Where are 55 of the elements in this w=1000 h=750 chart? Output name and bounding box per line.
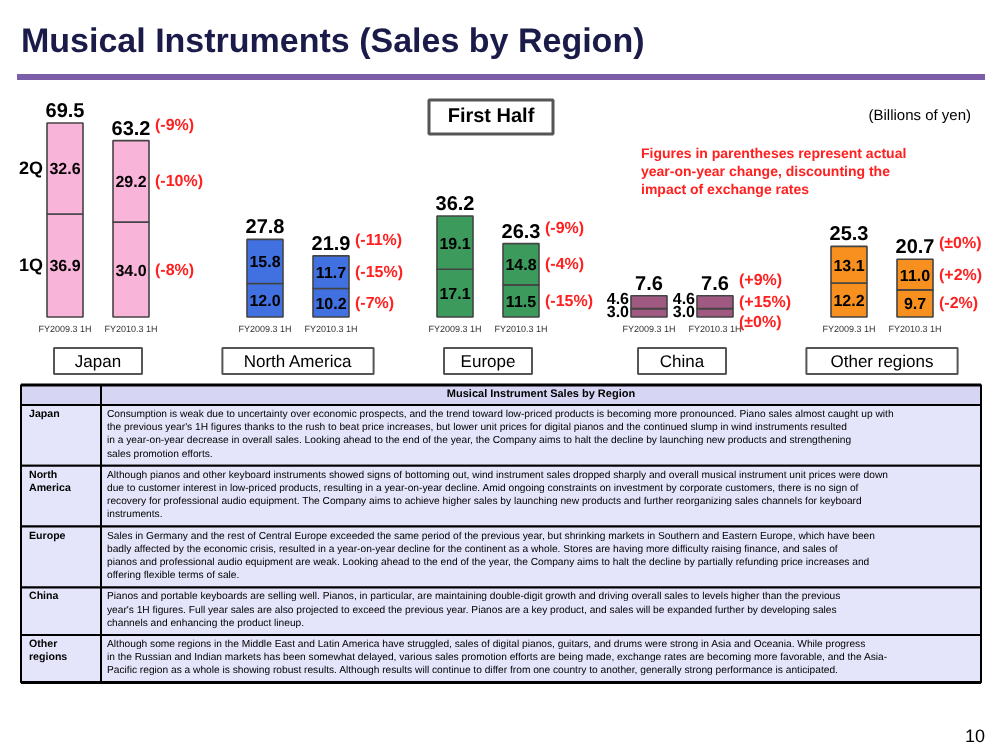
- x-axis-title: Japan: [74, 351, 122, 371]
- text: Musical Instruments (Sales by Region): [21, 22, 645, 60]
- total-label: 7.6: [635, 273, 664, 296]
- text: 10: [964, 726, 986, 746]
- total-label: 21.9: [311, 233, 352, 256]
- series-label: 1Q: [18, 255, 44, 276]
- x-axis-title: Other regions: [830, 351, 934, 371]
- total-label: 63.2: [111, 118, 152, 141]
- data-label: 10.2: [315, 294, 348, 313]
- total-label: 26.3: [501, 221, 542, 244]
- data-label: 19.1: [439, 234, 472, 253]
- data-label: 11.5: [505, 292, 538, 311]
- total-label: 36.2: [435, 193, 476, 216]
- annotation: (-7%): [355, 293, 395, 312]
- total-label: 69.5: [45, 101, 86, 123]
- annotation: (-9%): [545, 218, 585, 237]
- total-label: 20.7: [895, 237, 936, 260]
- x-axis-title: Europe: [460, 351, 516, 371]
- annotation: (-15%): [355, 263, 404, 282]
- data-label: 11.0: [899, 266, 932, 285]
- annotation: (-2%): [939, 294, 979, 313]
- total-label: 27.8: [245, 217, 286, 240]
- annotation: (-11%): [355, 230, 403, 249]
- data-label: 13.1: [833, 256, 866, 275]
- annotation: (±0%): [739, 313, 783, 332]
- data-label: 32.6: [49, 160, 82, 179]
- series-label: 2Q: [18, 158, 44, 179]
- data-label: 36.9: [49, 257, 82, 276]
- text: (+9%): [739, 270, 783, 289]
- x-axis-title: North America: [243, 351, 352, 371]
- data-label: 3.0: [606, 302, 631, 321]
- annotation: (+15%): [739, 293, 792, 312]
- data-label: 4.6: [606, 289, 631, 308]
- annotation: (-10%): [155, 172, 204, 191]
- annotation: (-9%): [155, 115, 195, 134]
- annotation: (+2%): [939, 265, 983, 284]
- data-label: 14.8: [505, 256, 538, 275]
- data-label: 4.6: [672, 289, 697, 308]
- total-label: 25.3: [829, 224, 870, 247]
- data-label: 17.1: [439, 285, 472, 304]
- data-label: 15.8: [249, 253, 282, 272]
- text: First Half: [447, 106, 536, 128]
- annotation: (-4%): [545, 255, 585, 274]
- data-label: 9.7: [903, 295, 928, 314]
- x-axis-title: China: [659, 351, 705, 371]
- data-label: 11.7: [315, 264, 348, 283]
- data-label: 29.2: [115, 173, 148, 192]
- total-label: 7.6: [701, 273, 730, 296]
- data-label: 3.0: [672, 302, 697, 321]
- annotation: (-8%): [155, 260, 195, 279]
- data-label: 12.0: [249, 292, 282, 311]
- data-label: 34.0: [115, 261, 148, 280]
- annotation: (-15%): [545, 291, 594, 310]
- data-label: 12.2: [833, 291, 866, 310]
- annotation: (±0%): [939, 234, 983, 253]
